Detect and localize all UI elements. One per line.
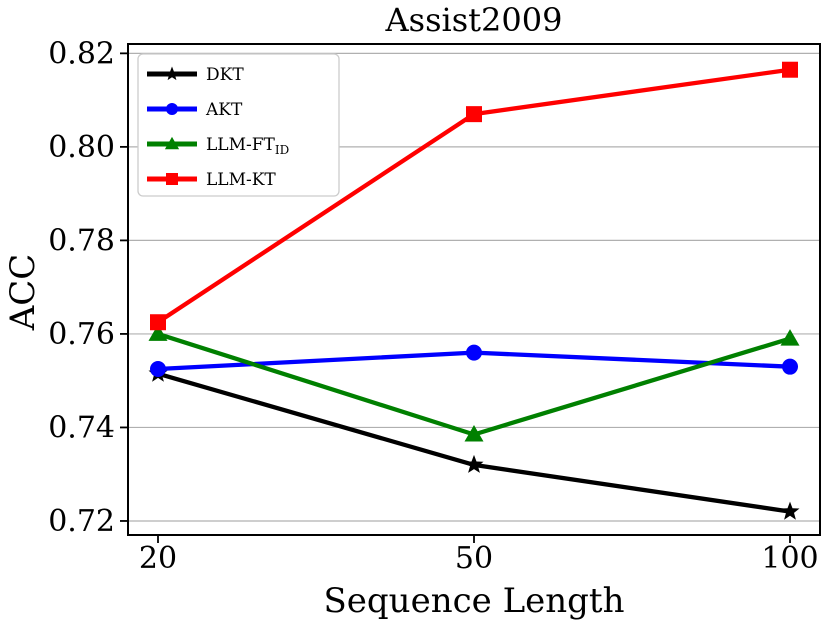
- square-marker: [466, 106, 482, 123]
- circle-icon: [166, 103, 178, 115]
- square-marker: [782, 61, 798, 78]
- x-axis-label: Sequence Length: [324, 581, 625, 621]
- circle-marker: [782, 358, 798, 375]
- chart-title: Assist2009: [385, 1, 563, 39]
- y-tick-label: 0.78: [48, 223, 115, 258]
- y-tick-label: 0.72: [48, 504, 115, 539]
- y-tick-label: 0.76: [48, 317, 115, 352]
- data-series: [148, 61, 800, 520]
- legend-label: DKT: [206, 65, 244, 85]
- star-marker: [464, 454, 484, 473]
- legend-label: AKT: [205, 100, 243, 120]
- y-tick-label: 0.80: [48, 130, 115, 165]
- tick-labels: 0.72 0.74 0.76 0.78 0.80 0.82 20 50 100: [48, 36, 818, 576]
- square-marker: [150, 314, 166, 331]
- triangle-marker: [148, 324, 168, 341]
- x-tick-label: 50: [455, 541, 493, 576]
- x-tick-label: 100: [761, 541, 818, 576]
- legend: DKT AKT LLM-FTID LLM-KT: [137, 53, 340, 197]
- triangle-marker: [464, 424, 484, 442]
- y-tick-label: 0.82: [48, 36, 115, 71]
- circle-marker: [150, 360, 166, 377]
- triangle-marker: [780, 329, 800, 346]
- y-tick-label: 0.74: [48, 410, 115, 445]
- x-tick-label: 20: [139, 541, 177, 576]
- square-icon: [166, 173, 178, 185]
- axis-ticks: [120, 52, 791, 543]
- star-marker: [780, 501, 800, 520]
- triangle-icon: [164, 136, 180, 150]
- legend-label: LLM-KT: [206, 170, 276, 190]
- legend-label: LLM-FTID: [206, 135, 289, 157]
- y-axis-label: ACC: [3, 254, 43, 332]
- legend-box: [137, 53, 340, 197]
- star-icon: [164, 66, 180, 81]
- series-line-dkt: [157, 371, 791, 514]
- circle-marker: [466, 344, 482, 361]
